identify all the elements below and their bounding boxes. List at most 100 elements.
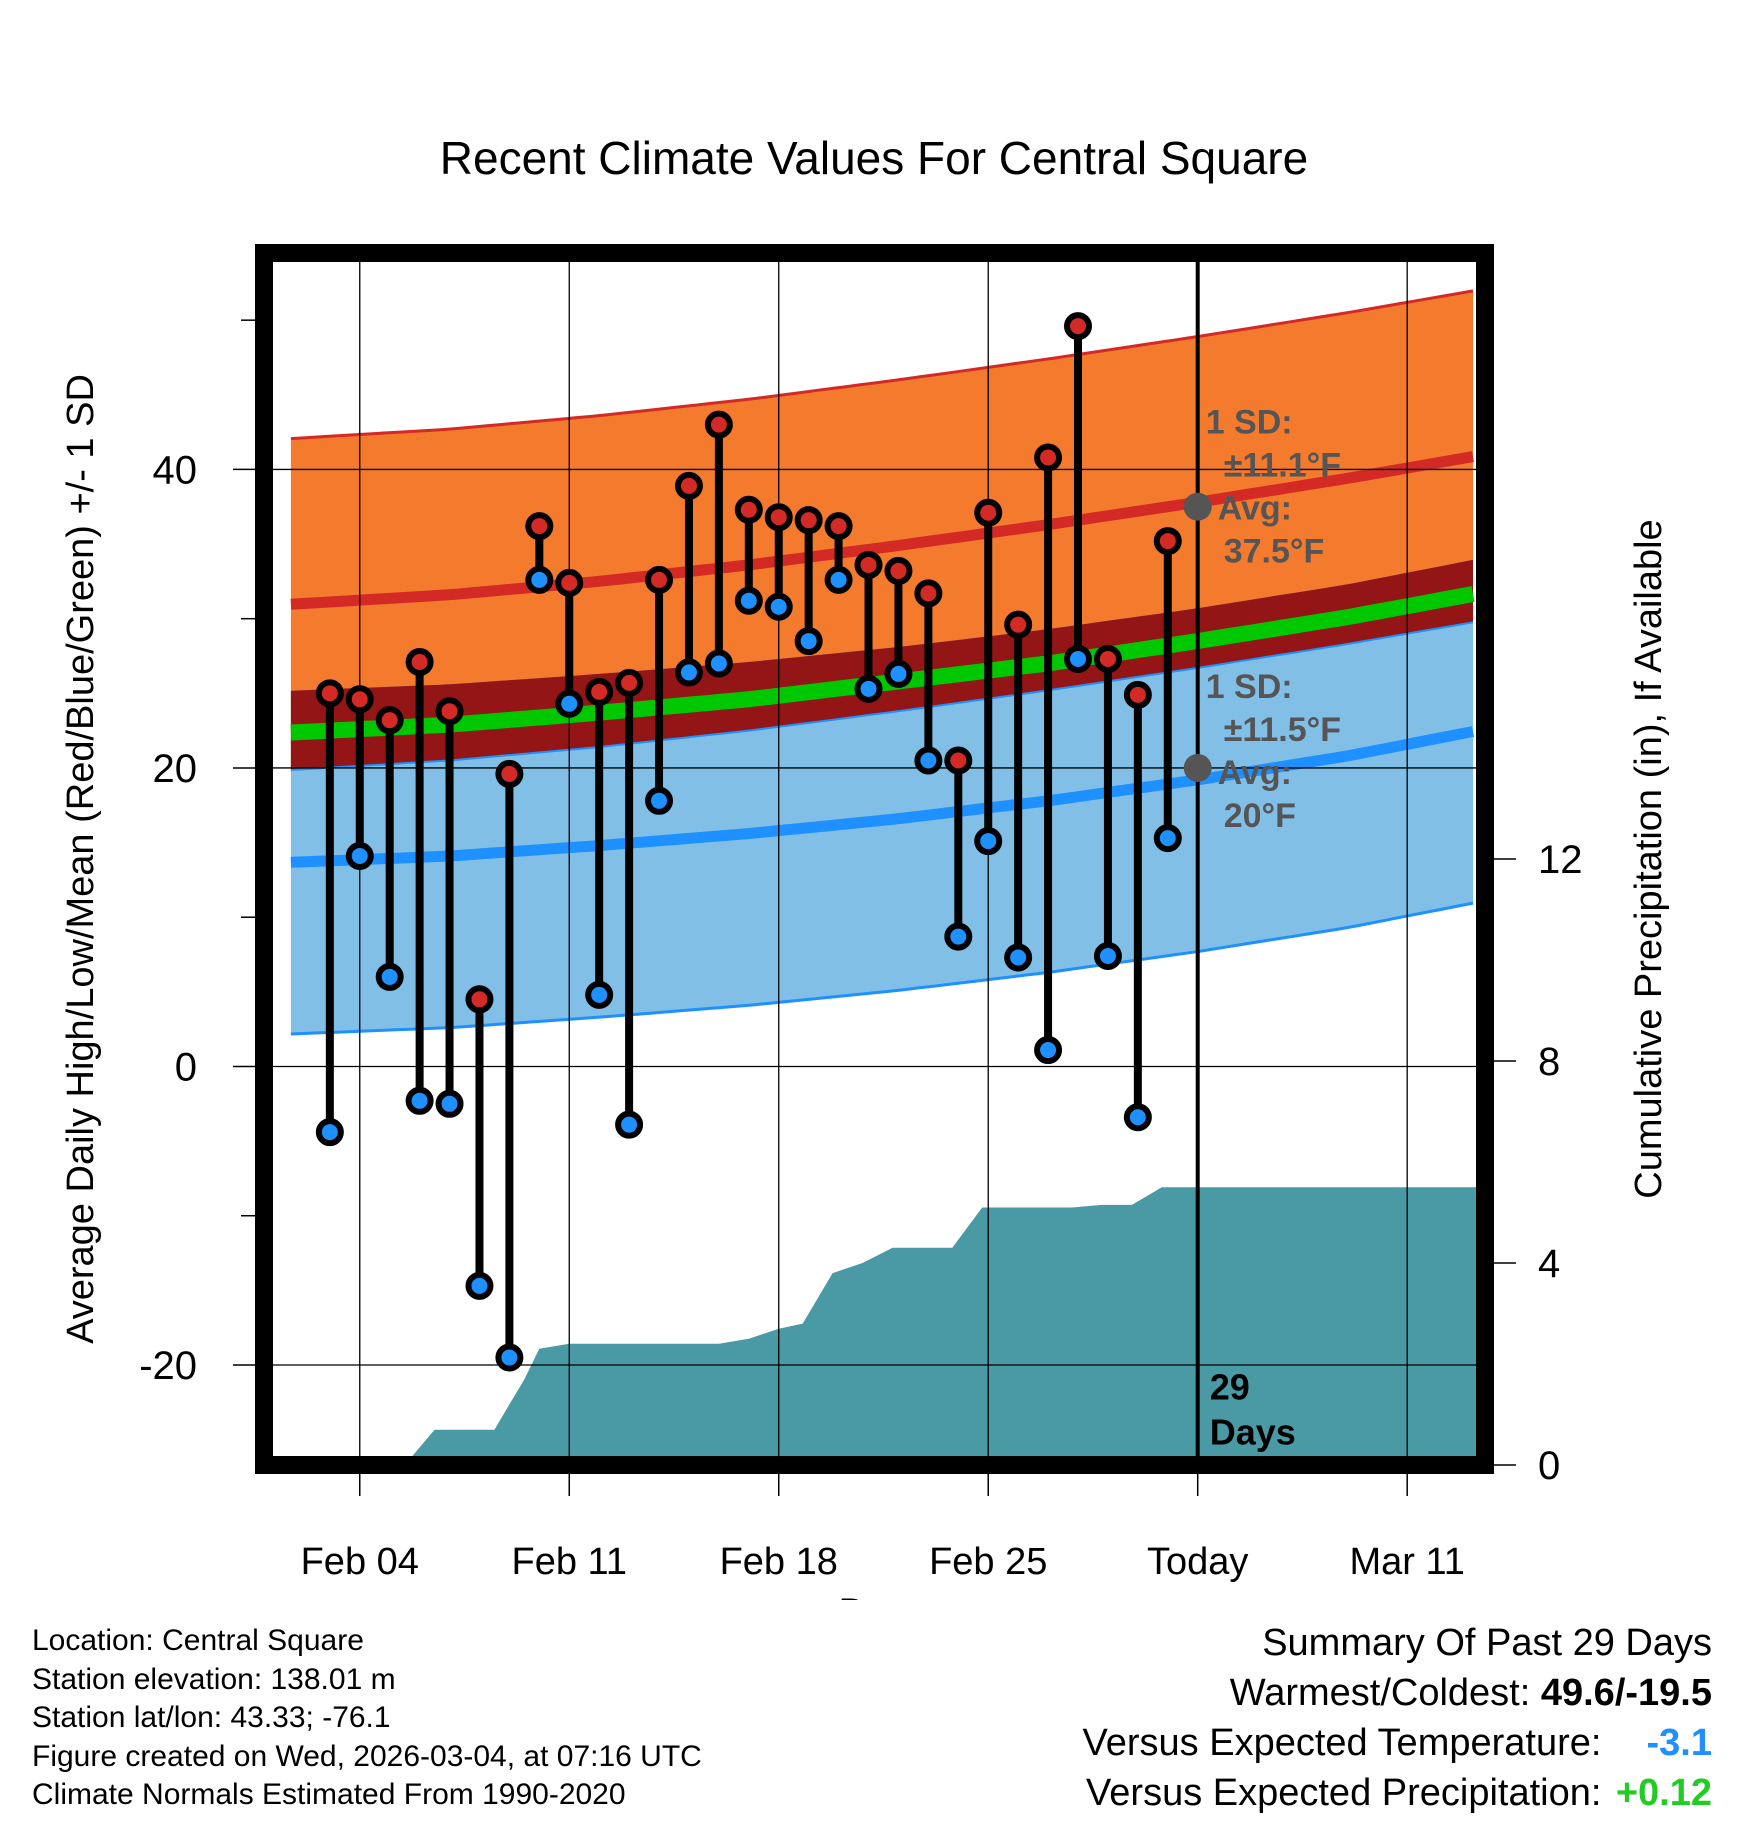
precip-row: Versus Expected Precipitation: +0.12: [1083, 1768, 1712, 1818]
daily-high-marker: [555, 568, 584, 597]
low-lower-edge: [290, 901, 1474, 1036]
daily-high-marker: [1004, 610, 1033, 639]
y2-tick-label: 12: [1538, 838, 1583, 882]
daily-high-marker: [645, 565, 674, 594]
y-tick-label: 20: [153, 747, 198, 791]
daily-high-marker: [974, 498, 1003, 527]
daily-low-marker: [1123, 1103, 1152, 1132]
daily-low-marker: [704, 649, 733, 678]
daily-low-marker: [315, 1118, 344, 1147]
x-tick-label: Feb 04: [301, 1541, 419, 1583]
x-tick-label: Today: [1147, 1541, 1248, 1583]
daily-low-marker: [465, 1271, 494, 1300]
daily-low-marker: [495, 1343, 524, 1372]
warm-cold-value: 49.6/-19.5: [1540, 1672, 1712, 1714]
daily-low-marker: [884, 659, 913, 688]
daily-high-marker: [824, 512, 853, 541]
daily-low-marker: [615, 1110, 644, 1139]
daily-low-marker: [435, 1089, 464, 1118]
station-info: Location: Central Square Station elevati…: [32, 1622, 702, 1815]
today-days-label: Days: [1210, 1411, 1296, 1452]
daily-high-marker: [615, 668, 644, 697]
daily-high-marker: [345, 685, 374, 714]
chart-title: Recent Climate Values For Central Square: [440, 132, 1308, 184]
daily-low-marker: [405, 1086, 434, 1115]
cumulative-precip-area: [290, 1187, 1485, 1465]
high-sd-annotation-line: Avg:: [1218, 490, 1292, 528]
normals-text: Climate Normals Estimated From 1990-2020: [32, 1778, 626, 1811]
y2-tick-label: 4: [1538, 1242, 1560, 1286]
y-tick-label: 40: [153, 448, 198, 492]
daily-low-marker: [824, 565, 853, 594]
daily-high-marker: [375, 706, 404, 735]
y-axis-label: Average Daily High/Low/Mean (Red/Blue/Gr…: [60, 374, 102, 1344]
precip-label: Versus Expected Precipitation:: [1086, 1772, 1602, 1814]
high-sd-annotation-line: ±11.1°F: [1224, 447, 1341, 485]
grid-lines: [264, 253, 1485, 1465]
normal-high-line: [290, 451, 1474, 610]
y-tick-label: -20: [139, 1344, 197, 1388]
low-sd-annotation-line: Avg:: [1218, 754, 1292, 792]
elevation-text: Station elevation: 138.01 m: [32, 1662, 396, 1696]
low-sd-annotation-line: 20°F: [1224, 797, 1296, 835]
temp-value: -3.1: [1646, 1722, 1712, 1764]
daily-low-marker: [854, 674, 883, 703]
x-tick-label: Feb 25: [929, 1541, 1047, 1583]
temp-row: Versus Expected Temperature: -3.1: [1083, 1718, 1712, 1768]
summary-title: Summary Of Past 29 Days: [1262, 1622, 1712, 1664]
daily-low-marker: [1034, 1036, 1063, 1065]
daily-high-marker: [495, 759, 524, 788]
daily-low-marker: [375, 962, 404, 991]
high-upper-edge: [290, 289, 1474, 441]
daily-low-marker: [1093, 942, 1122, 971]
today-high-avg-marker: [1183, 492, 1212, 521]
daily-low-marker: [525, 565, 554, 594]
daily-high-marker: [734, 495, 763, 524]
normal-mean-line: [290, 586, 1475, 741]
x-axis-label: Day: [838, 1591, 909, 1600]
daily-low-marker: [345, 842, 374, 871]
daily-high-marker: [914, 579, 943, 608]
daily-high-marker: [1064, 312, 1092, 341]
precip-value: +0.12: [1615, 1772, 1712, 1814]
daily-high-marker: [585, 677, 614, 706]
daily-low-marker: [1153, 824, 1182, 853]
daily-low-marker: [734, 586, 763, 615]
y2-tick-label: 8: [1538, 1040, 1560, 1084]
daily-high-marker: [435, 697, 464, 726]
overlay: 1 SD: ±11.1°F Avg: 37.5°F 1 SD: ±11.5°F Avg: 20…: [315, 312, 1341, 1452]
today-days-label: 29: [1210, 1366, 1250, 1407]
summary-panel: Summary Of Past 29 Days Warmest/Coldest:…: [1083, 1618, 1712, 1818]
daily-low-marker: [555, 689, 584, 718]
daily-high-marker: [1034, 443, 1063, 472]
daily-high-marker: [465, 985, 494, 1014]
daily-high-marker: [1123, 680, 1152, 709]
daily-low-marker: [794, 627, 823, 656]
daily-high-marker: [1093, 644, 1122, 673]
x-tick-label: Feb 11: [512, 1541, 627, 1583]
daily-low-marker: [1064, 644, 1092, 673]
daily-low-marker: [974, 827, 1003, 856]
created-text: Figure created on Wed, 2026-03-04, at 07…: [32, 1739, 702, 1773]
daily-high-marker: [854, 550, 883, 579]
location-text: Location: Central Square: [32, 1624, 364, 1657]
daily-high-marker: [674, 471, 703, 500]
daily-high-marker: [794, 506, 823, 535]
today-low-avg-marker: [1183, 753, 1212, 782]
x-tick-label: Mar 11: [1349, 1541, 1464, 1583]
daily-low-marker: [585, 980, 614, 1009]
daily-high-marker: [525, 512, 554, 541]
temp-label: Versus Expected Temperature:: [1082, 1722, 1602, 1764]
plot-frame: [255, 244, 1494, 1474]
daily-high-marker: [764, 503, 793, 532]
low-sd-annotation-line: 1 SD:: [1206, 668, 1293, 706]
x-tick-label: Feb 18: [720, 1541, 838, 1583]
daily-low-marker: [674, 658, 703, 687]
warm-cold-row: Warmest/Coldest: 49.6/-19.5: [1083, 1668, 1712, 1718]
daily-low-marker: [1004, 943, 1033, 972]
daily-high-marker: [315, 679, 344, 708]
daily-high-marker: [884, 556, 913, 585]
daily-high-marker: [704, 410, 733, 439]
y2-axis-label: Cumulative Precipitation (in), If Availa…: [1628, 519, 1670, 1198]
y-tick-label: 0: [175, 1045, 197, 1089]
